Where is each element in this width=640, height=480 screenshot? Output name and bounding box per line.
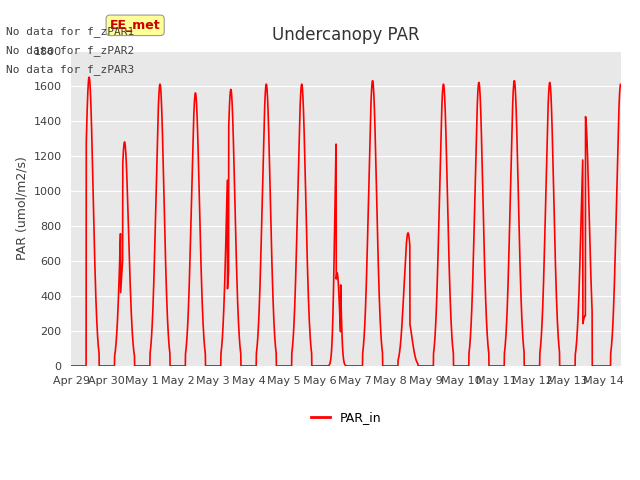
Text: No data for f_zPAR2: No data for f_zPAR2 [6, 45, 134, 56]
Text: EE_met: EE_met [110, 19, 161, 32]
Text: No data for f_zPAR1: No data for f_zPAR1 [6, 25, 134, 36]
Title: Undercanopy PAR: Undercanopy PAR [272, 26, 420, 44]
Text: No data for f_zPAR3: No data for f_zPAR3 [6, 64, 134, 75]
Y-axis label: PAR (umol/m2/s): PAR (umol/m2/s) [15, 156, 28, 260]
Legend: PAR_in: PAR_in [306, 406, 386, 429]
